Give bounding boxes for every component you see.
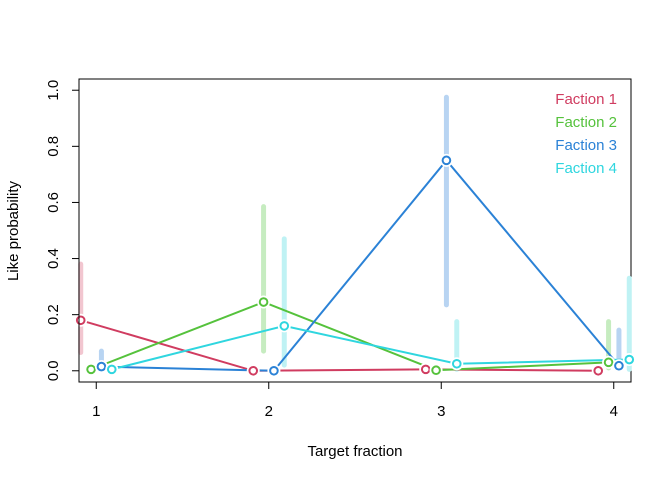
data-point (96, 361, 107, 372)
data-point (75, 315, 86, 326)
data-point (624, 354, 635, 365)
series-line (80, 319, 599, 372)
legend-entry: Faction 4 (555, 160, 617, 177)
x-tick-label: 4 (610, 403, 618, 420)
interval-bars (78, 94, 632, 372)
series-line (111, 324, 630, 371)
y-tick-label: 0.8 (45, 136, 62, 157)
x-tick-label: 3 (437, 403, 445, 420)
data-point (248, 365, 259, 376)
series-line (90, 300, 609, 372)
data-point (614, 360, 624, 371)
legend-entry: Faction 3 (555, 137, 617, 154)
legend-entry: Faction 1 (555, 91, 617, 108)
data-point (451, 358, 462, 369)
x-tick-label: 2 (265, 403, 273, 420)
y-tick-label: 0.0 (45, 360, 62, 381)
y-axis-label: Like probability (5, 180, 22, 281)
data-point (603, 357, 614, 368)
y-tick-label: 1.0 (45, 80, 62, 101)
data-point (106, 364, 117, 375)
x-axis-label: Target fraction (307, 443, 402, 460)
series-points (74, 153, 636, 378)
data-point (258, 297, 269, 307)
series-lines (80, 158, 630, 372)
data-point (269, 365, 279, 376)
data-point (279, 321, 290, 331)
data-point (86, 364, 96, 375)
y-tick-label: 0.6 (45, 192, 62, 213)
data-point (593, 365, 604, 376)
data-point (420, 364, 431, 375)
series-line (101, 158, 620, 372)
data-point (441, 155, 452, 166)
data-point (431, 365, 441, 376)
y-axis: 0.0 0.2 0.4 0.6 0.8 1.0 (45, 80, 80, 381)
x-tick-label: 1 (92, 403, 100, 420)
x-axis: 1 2 3 4 (92, 381, 618, 420)
plot-frame (78, 78, 632, 383)
legend: Faction 1 Faction 2 Faction 3 Faction 4 (555, 91, 617, 177)
y-tick-label: 0.2 (45, 304, 62, 325)
legend-entry: Faction 2 (555, 114, 617, 131)
y-tick-label: 0.4 (45, 248, 62, 269)
